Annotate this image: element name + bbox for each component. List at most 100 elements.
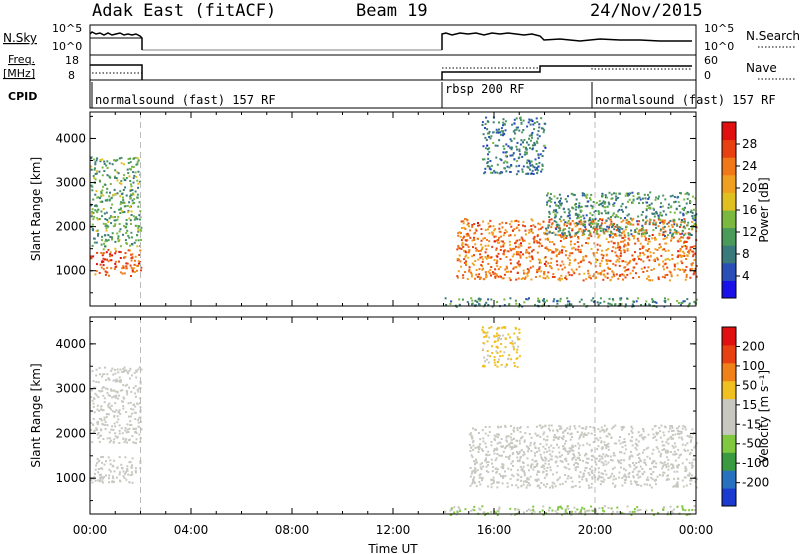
data-cell xyxy=(526,268,529,271)
data-cell xyxy=(551,484,554,487)
data-cell xyxy=(625,476,628,479)
data-cell xyxy=(534,168,537,171)
data-cell xyxy=(493,437,496,440)
data-cell xyxy=(692,225,695,227)
data-cell xyxy=(529,160,532,163)
data-cell xyxy=(502,334,505,337)
data-cell xyxy=(545,469,548,472)
data-cell xyxy=(120,182,123,185)
data-cell xyxy=(475,273,478,276)
data-cell xyxy=(619,226,622,229)
data-cell xyxy=(643,253,646,256)
data-cell xyxy=(112,194,115,196)
data-cell xyxy=(684,192,687,195)
data-cell xyxy=(623,473,626,476)
data-cell xyxy=(627,473,630,476)
data-cell xyxy=(513,234,516,237)
data-cell xyxy=(505,143,508,146)
data-cell xyxy=(131,253,134,256)
data-cell xyxy=(540,456,543,459)
data-cell xyxy=(676,224,679,227)
station-title: Adak East (fitACF) xyxy=(92,1,276,21)
data-cell xyxy=(115,476,118,479)
data-cell xyxy=(563,234,566,237)
data-cell xyxy=(105,211,108,214)
data-cell xyxy=(105,251,108,254)
data-cell xyxy=(590,262,592,265)
data-cell xyxy=(536,473,538,476)
data-cell xyxy=(664,230,667,233)
data-cell xyxy=(115,394,118,397)
data-cell xyxy=(619,274,622,276)
data-cell xyxy=(458,254,461,257)
data-cell xyxy=(533,241,536,244)
data-cell xyxy=(669,231,672,234)
data-cell xyxy=(683,252,686,255)
data-cell xyxy=(497,339,499,342)
data-cell xyxy=(644,436,647,439)
data-cell xyxy=(497,337,500,340)
data-cell xyxy=(114,262,117,265)
data-cell xyxy=(515,484,518,487)
data-cell xyxy=(533,460,536,463)
data-cell xyxy=(106,219,109,221)
data-cell xyxy=(687,236,690,239)
data-cell xyxy=(495,467,498,470)
data-cell xyxy=(515,302,518,305)
data-cell xyxy=(631,202,634,204)
data-cell xyxy=(590,465,593,468)
data-cell xyxy=(488,426,491,428)
data-cell xyxy=(572,453,575,455)
data-cell xyxy=(552,300,555,303)
data-cell xyxy=(104,183,107,186)
data-cell xyxy=(103,397,106,400)
data-cell xyxy=(537,470,540,473)
data-cell xyxy=(585,461,588,464)
data-cell xyxy=(465,233,468,236)
data-cell xyxy=(125,438,128,441)
data-cell xyxy=(529,260,532,263)
data-cell xyxy=(496,352,499,354)
data-cell xyxy=(94,193,97,196)
data-cell xyxy=(128,481,131,484)
data-cell xyxy=(474,447,477,449)
data-cell xyxy=(536,235,539,238)
data-cell xyxy=(548,449,551,452)
data-cell xyxy=(139,249,142,252)
data-cell xyxy=(493,356,496,359)
data-cell xyxy=(540,117,543,120)
data-cell xyxy=(493,361,496,364)
data-cell xyxy=(577,237,580,240)
nsky-tick-top: 10^5 xyxy=(52,22,82,35)
data-cell xyxy=(637,239,640,242)
data-cell xyxy=(670,436,673,438)
data-cell xyxy=(661,205,664,208)
data-cell xyxy=(493,229,496,232)
data-cell xyxy=(506,440,508,443)
colorbar-tick-label: -200 xyxy=(742,476,769,490)
data-cell xyxy=(120,400,123,403)
data-cell xyxy=(465,254,468,257)
data-cell xyxy=(483,172,485,175)
data-cell xyxy=(510,270,512,273)
data-cell xyxy=(137,227,140,229)
data-cell xyxy=(571,252,574,255)
data-cell xyxy=(619,297,622,300)
data-cell xyxy=(560,220,563,223)
data-cell xyxy=(106,271,109,274)
data-cell xyxy=(103,373,106,376)
data-cell xyxy=(591,205,594,208)
data-cell xyxy=(633,300,635,303)
data-cell xyxy=(467,234,470,237)
data-cell xyxy=(478,278,481,280)
data-cell xyxy=(496,144,499,147)
data-cell xyxy=(642,428,645,431)
data-cell xyxy=(132,441,135,444)
data-cell xyxy=(137,260,140,263)
data-cell xyxy=(94,161,97,164)
data-cell xyxy=(128,438,131,441)
data-cell xyxy=(495,447,498,450)
data-cell xyxy=(116,192,119,195)
data-cell xyxy=(101,375,104,378)
data-cell xyxy=(628,193,631,196)
